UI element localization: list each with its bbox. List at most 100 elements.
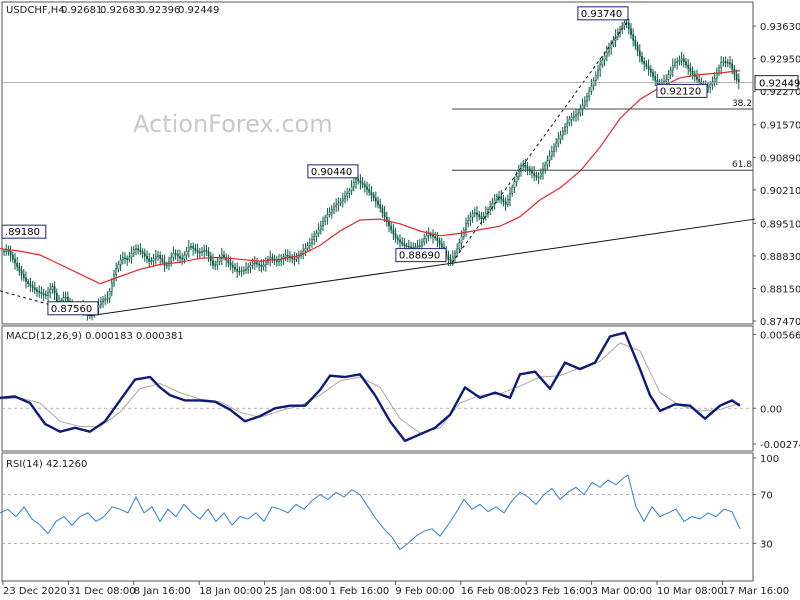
- candle-body: [176, 253, 179, 257]
- price-annotation-label: 0.87560: [51, 304, 92, 315]
- last-price-box: [754, 75, 799, 91]
- price-tick-label: 0.87470: [760, 317, 800, 328]
- candle-body: [731, 63, 734, 70]
- candle-body: [245, 268, 247, 271]
- candle-body: [605, 51, 608, 57]
- candle-body: [586, 96, 588, 102]
- candle-body: [165, 264, 168, 267]
- candle-body: [7, 250, 10, 252]
- candle-body: [49, 289, 52, 293]
- candle-body: [214, 264, 217, 267]
- candle-body: [319, 225, 322, 230]
- candle-body: [647, 66, 650, 70]
- candle-body: [410, 246, 412, 249]
- watermark: ActionForex.com: [133, 110, 333, 138]
- candle-body: [689, 67, 692, 72]
- last-price-label: 0.92449: [759, 79, 800, 90]
- candle-body: [478, 214, 481, 218]
- candle-body: [421, 241, 423, 246]
- candle-body: [194, 248, 197, 251]
- candle-body: [284, 254, 287, 258]
- price-tick-label: 0.89510: [760, 219, 800, 230]
- candle-body: [106, 297, 109, 300]
- candle-body: [434, 236, 437, 239]
- candle-body: [649, 68, 652, 73]
- time-tick-label: 17 Mar 16:00: [722, 586, 789, 597]
- candle-body: [286, 254, 289, 257]
- candle-body: [22, 273, 25, 279]
- candle-body: [357, 178, 360, 182]
- candle-body: [405, 245, 408, 247]
- candle-body: [669, 69, 672, 76]
- candle-body: [564, 126, 566, 132]
- candle-body: [115, 268, 118, 276]
- candle-body: [542, 168, 544, 174]
- rsi-tick-label: 70: [760, 491, 773, 502]
- candle-body: [330, 209, 333, 213]
- candle-body: [201, 251, 203, 253]
- candle-body: [619, 28, 621, 33]
- candle-body: [678, 59, 681, 62]
- candle-body: [423, 238, 426, 243]
- candle-body: [341, 198, 344, 202]
- candle-body: [509, 193, 511, 200]
- candle-body: [326, 214, 329, 219]
- macd-plot: 0.005666 0.00 -0.002741: [0, 330, 800, 451]
- candle-body: [251, 262, 254, 266]
- candle-body: [557, 138, 560, 144]
- candle-body: [363, 184, 366, 188]
- price-tick-label: 0.90890: [760, 153, 800, 164]
- candle-body: [152, 258, 155, 262]
- time-tick-label: 23 Feb 16:00: [526, 586, 592, 597]
- candle-body: [720, 62, 723, 69]
- price-annotation-label: 0.93740: [581, 9, 622, 20]
- time-tick-label: 9 Feb 00:00: [395, 586, 454, 597]
- candle-body: [174, 252, 177, 255]
- candle-body: [425, 235, 428, 240]
- candle-body: [350, 186, 353, 192]
- candle-body: [40, 292, 43, 294]
- price-annotation-box: [47, 301, 99, 316]
- candle-body: [179, 255, 181, 259]
- candle-body: [502, 198, 505, 203]
- candle-body: [438, 240, 441, 245]
- candle-body: [198, 251, 201, 254]
- candle-body: [227, 259, 230, 264]
- candle-body: [372, 194, 375, 199]
- candle-body: [537, 176, 540, 179]
- candle-body: [517, 170, 520, 177]
- candle-body: [295, 256, 298, 260]
- candle-body: [20, 270, 23, 275]
- candle-body: [117, 264, 120, 270]
- candle-body: [718, 67, 720, 74]
- candle-body: [64, 296, 67, 299]
- candle-body: [181, 257, 184, 260]
- candle-body: [568, 118, 571, 124]
- candle-body: [726, 61, 729, 64]
- candle-body: [583, 100, 586, 106]
- candle-body: [278, 260, 280, 263]
- price-tick-label: 0.92950: [760, 55, 800, 66]
- candle-body: [473, 212, 476, 215]
- candle-body: [575, 114, 577, 117]
- candle-body: [377, 200, 379, 205]
- time-axis: 23 Dec 2020 31 Dec 08:008 Jan 16:00 18 Jan…: [2, 581, 789, 597]
- candle-body: [238, 270, 241, 273]
- candle-body: [218, 257, 221, 262]
- rsi-panel: [1, 452, 754, 582]
- candle-body: [449, 259, 452, 262]
- candle-body: [11, 254, 14, 260]
- candle-body: [476, 212, 478, 216]
- candle-body: [355, 178, 357, 183]
- candle-body: [379, 204, 382, 209]
- candle-body: [308, 242, 311, 246]
- candle-body: [676, 61, 679, 64]
- candle-body: [638, 50, 641, 57]
- candle-body: [55, 292, 58, 302]
- candle-body: [579, 108, 582, 114]
- time-tick-label: 23 Dec 2020: [3, 586, 67, 597]
- candle-body: [691, 71, 694, 75]
- candle-body: [500, 196, 503, 200]
- candle-body: [66, 296, 69, 302]
- candle-body: [25, 277, 27, 282]
